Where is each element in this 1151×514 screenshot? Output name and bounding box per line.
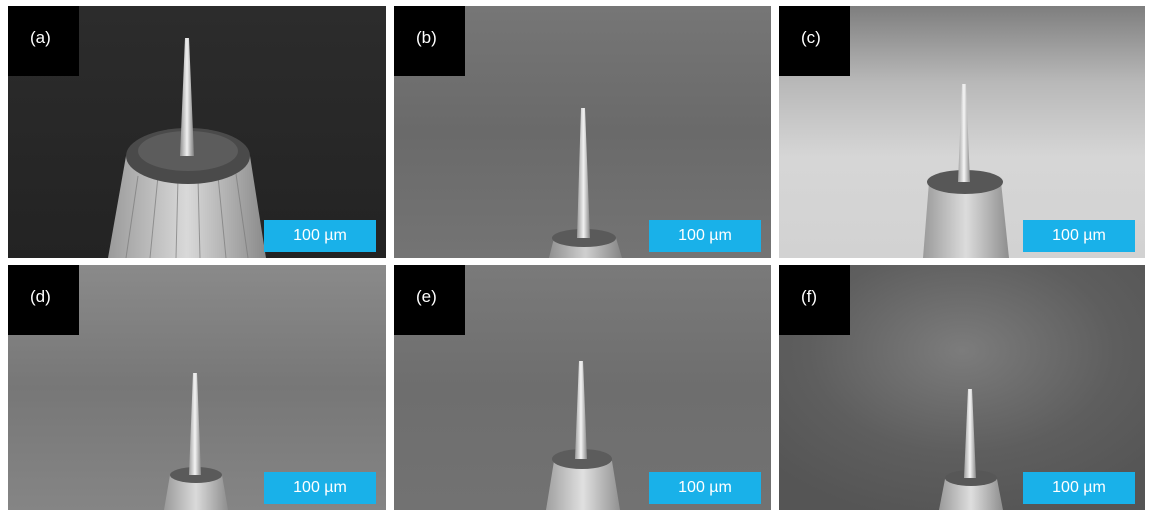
scale-bar: 100 µm [264,220,376,252]
panel-label: (a) [8,6,79,76]
panel-label: (c) [779,6,850,76]
scale-bar: 100 µm [649,472,761,504]
panel-label: (b) [394,6,465,76]
panel-a: (a) 100 µm [8,6,386,258]
scale-bar: 100 µm [1023,220,1135,252]
panel-c: (c) 100 µm [779,6,1145,258]
panel-e: (e) 100 µm [394,265,771,510]
panel-b: (b) 100 µm [394,6,771,258]
panel-f: (f) 100 µm [779,265,1145,510]
scale-bar: 100 µm [649,220,761,252]
scale-bar: 100 µm [1023,472,1135,504]
panel-label: (e) [394,265,465,335]
scale-bar: 100 µm [264,472,376,504]
sem-image-a [8,6,386,258]
panel-label: (f) [779,265,850,335]
panel-d: (d) 100 µm [8,265,386,510]
panel-label: (d) [8,265,79,335]
